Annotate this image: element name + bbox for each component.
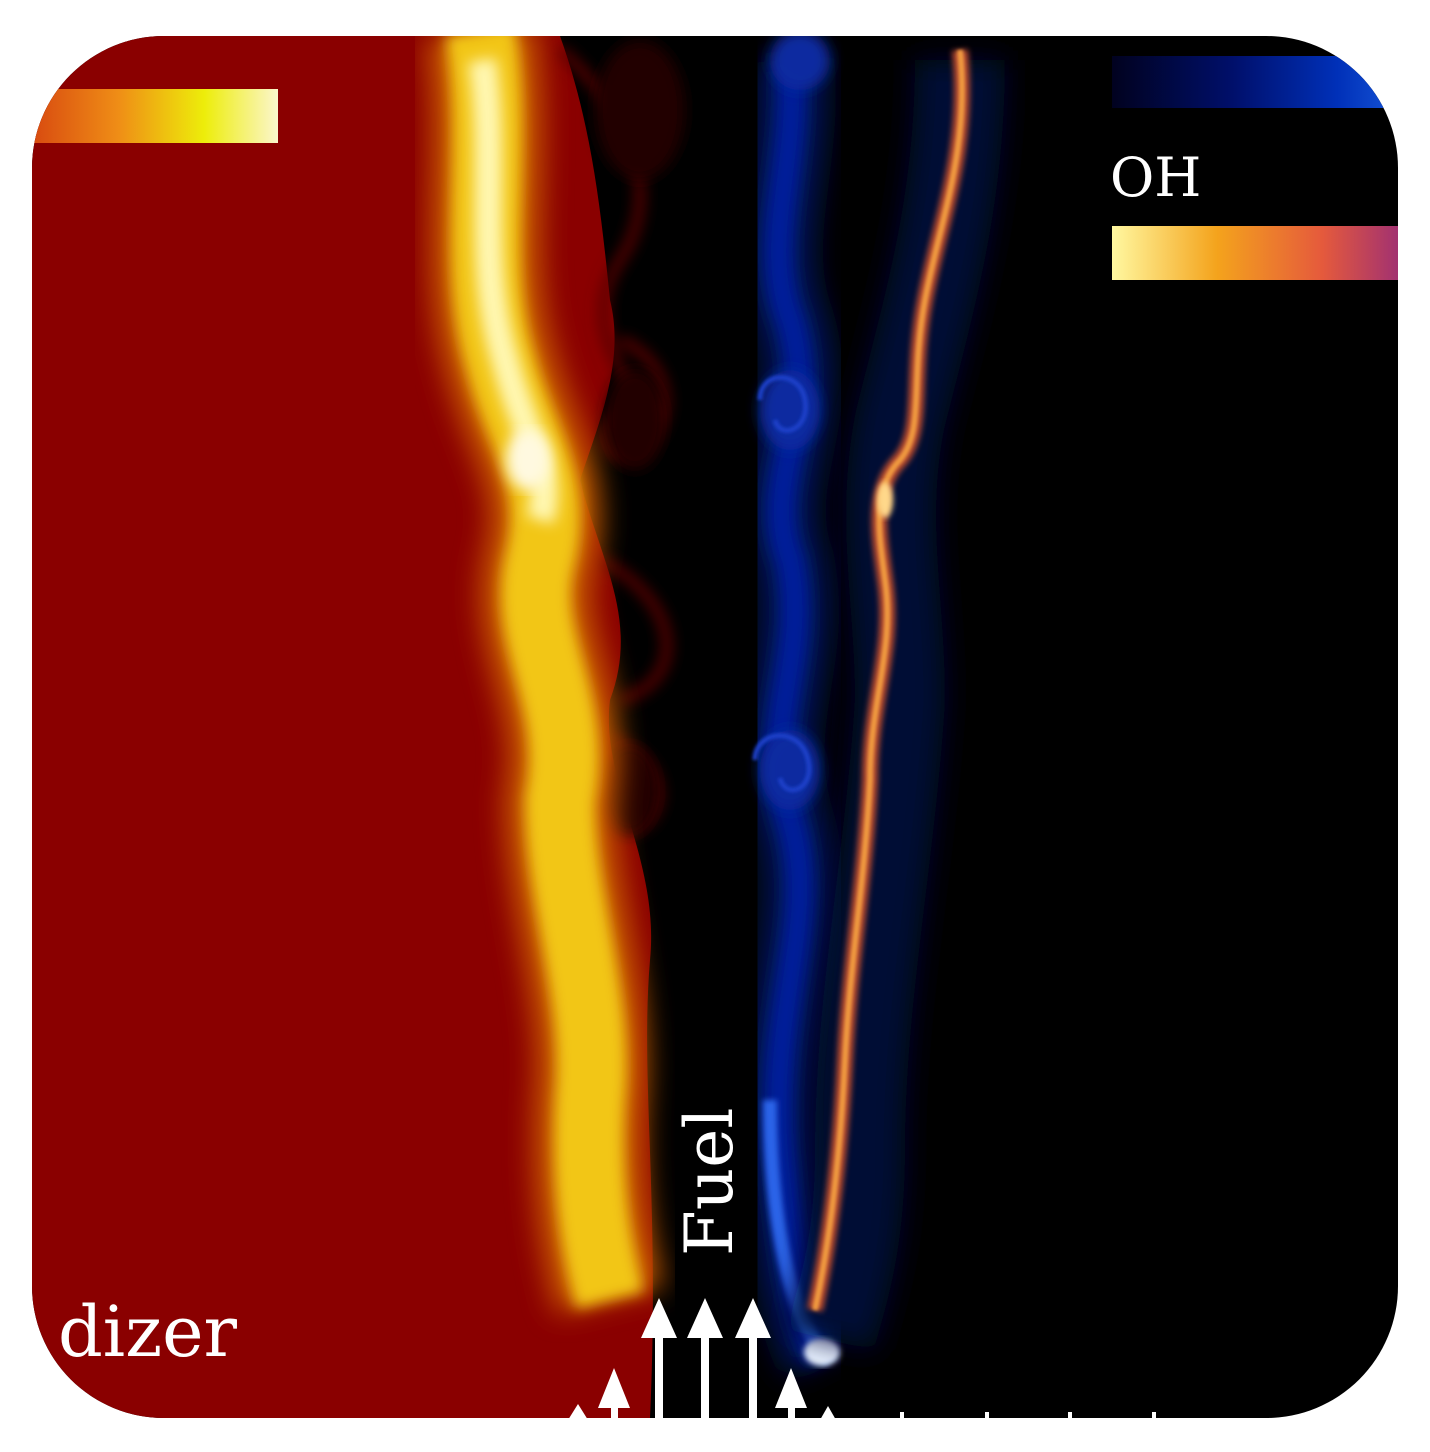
colorbar-top-left (32, 89, 278, 143)
arrow-up-icon (598, 1368, 630, 1418)
arrow-stubs (900, 1412, 1156, 1418)
inflow-arrows (568, 1298, 1156, 1418)
yellow-flame-band (425, 36, 664, 1314)
oh-flame-line (807, 49, 970, 1312)
arrow-up-icon (735, 1298, 771, 1418)
colorbar-oh (1112, 226, 1398, 280)
arrow-up-icon (687, 1298, 723, 1418)
arrow-up-icon (775, 1368, 807, 1418)
arrow-up-icon (641, 1298, 677, 1418)
blue-band (743, 36, 852, 1376)
oh-label: OH (1110, 146, 1201, 209)
oxidizer-label: dizer (58, 1291, 238, 1373)
colorbar-top-right (1112, 56, 1398, 108)
arrow-up-icon (568, 1404, 588, 1418)
fuel-label: Fuel (671, 1108, 748, 1256)
simulation-panel: OH dizer Fuel (32, 36, 1398, 1418)
arrow-up-icon (820, 1406, 836, 1418)
